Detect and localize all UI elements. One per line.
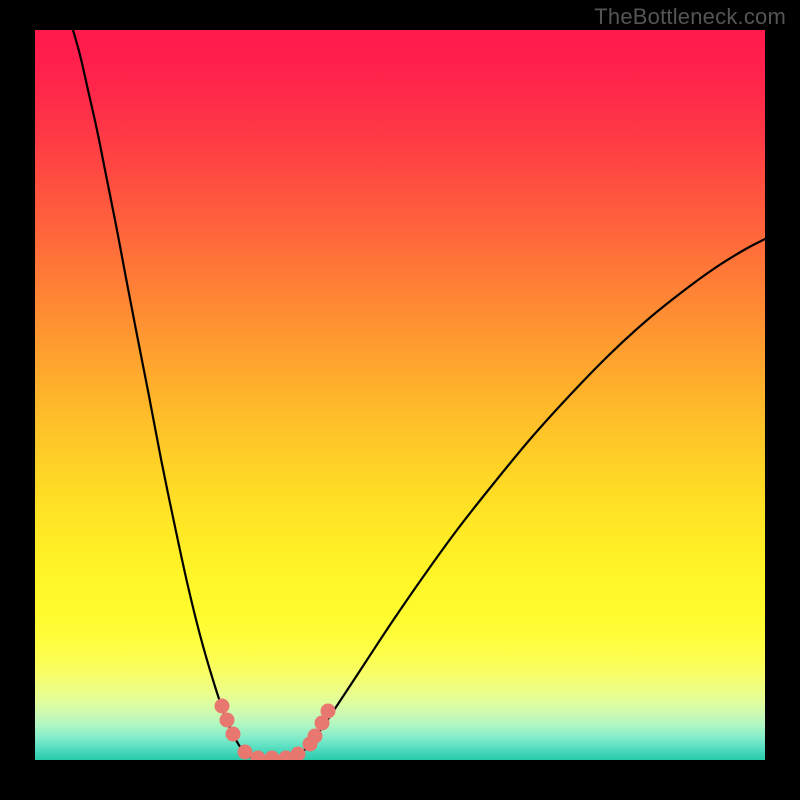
data-marker bbox=[308, 729, 322, 743]
data-marker bbox=[220, 713, 234, 727]
data-marker bbox=[291, 747, 305, 761]
data-marker bbox=[226, 727, 240, 741]
data-marker bbox=[238, 745, 252, 759]
data-marker bbox=[265, 751, 279, 765]
plot-background bbox=[35, 30, 765, 760]
bottleneck-chart bbox=[0, 0, 800, 800]
chart-container: TheBottleneck.com bbox=[0, 0, 800, 800]
data-marker bbox=[215, 699, 229, 713]
data-marker bbox=[321, 704, 335, 718]
data-marker bbox=[251, 751, 265, 765]
